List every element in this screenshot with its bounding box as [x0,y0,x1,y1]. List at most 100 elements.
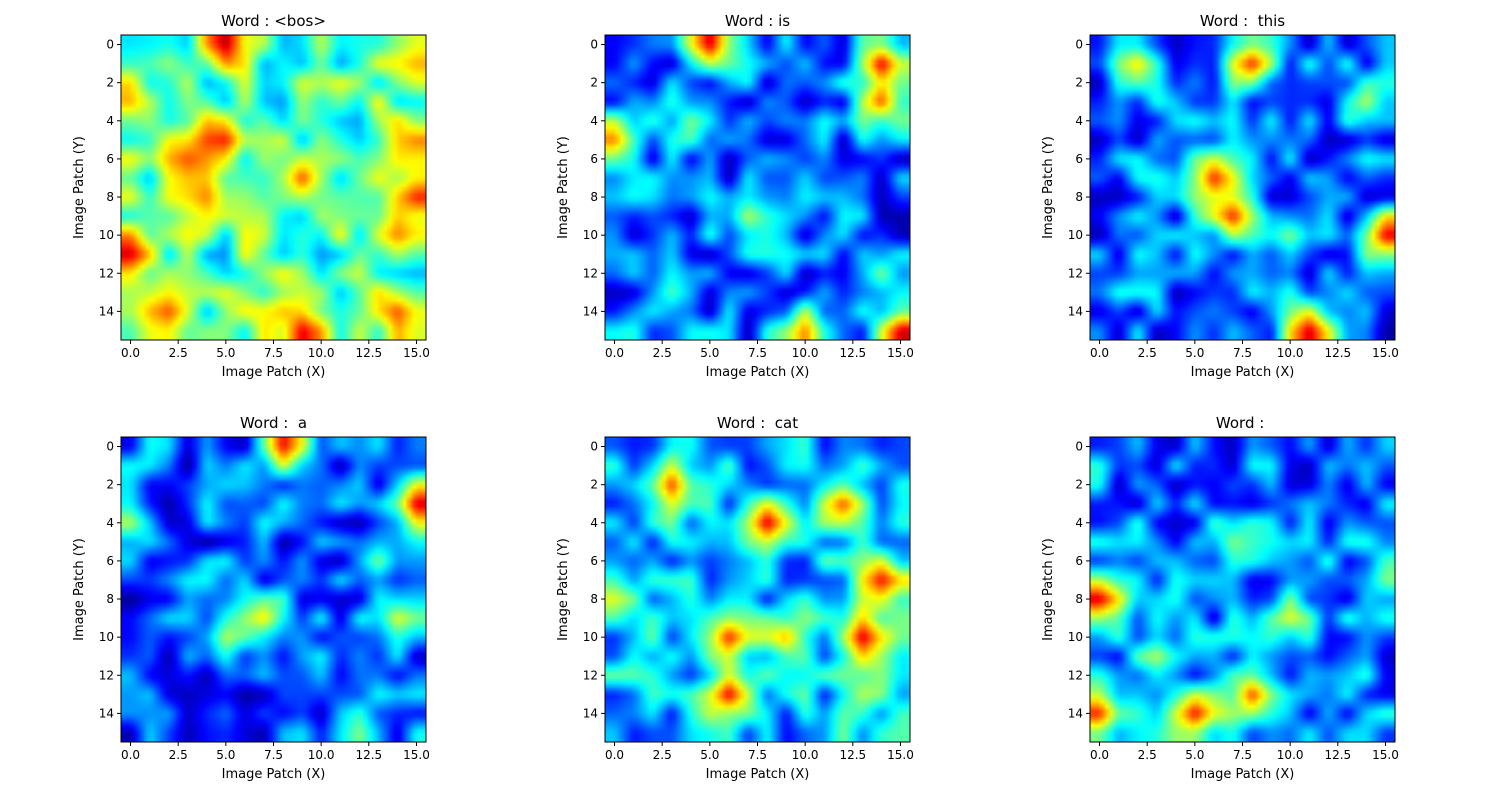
y-tick-label: 2 [106,76,114,90]
x-tick-label: 7.5 [264,346,283,360]
x-tick-label: 2.5 [169,346,188,360]
y-tick-label: 6 [1075,554,1083,568]
x-tick-label: 5.0 [1185,748,1204,762]
y-tick-label: 10 [99,228,114,242]
y-tick-label: 12 [1068,266,1083,280]
y-tick-label: 10 [583,228,598,242]
y-tick-label: 2 [590,478,598,492]
y-tick-label: 8 [590,592,598,606]
x-tick-label: 2.5 [653,748,672,762]
y-tick-label: 8 [1075,190,1083,204]
panel-title: Word : this [1200,12,1285,30]
x-tick-label: 10.0 [1277,346,1304,360]
y-tick-label: 6 [590,554,598,568]
x-tick-label: 5.0 [700,346,719,360]
y-tick-label: 14 [583,304,598,318]
x-tick-label: 12.5 [839,748,866,762]
y-tick-label: 12 [1068,668,1083,682]
y-tick-label: 0 [1075,440,1083,454]
panel-title: Word : cat [717,414,798,432]
x-tick-label: 7.5 [1233,346,1252,360]
x-tick-label: 10.0 [792,346,819,360]
x-tick-label: 2.5 [653,346,672,360]
y-tick-label: 8 [1075,592,1083,606]
y-tick-label: 14 [99,706,114,720]
x-axis-label: Image Patch (X) [1191,767,1295,782]
y-tick-label: 12 [99,266,114,280]
y-tick-label: 14 [99,304,114,318]
y-tick-label: 0 [106,38,114,52]
y-tick-label: 14 [583,706,598,720]
x-tick-label: 2.5 [169,748,188,762]
heatmap-panel: Word : <bos> 0.0 2.5 5.0 7.5 10.0 12.5 15.0 0 2 4 6… [72,12,430,380]
y-tick-label: 4 [1075,114,1083,128]
x-tick-label: 7.5 [748,346,767,360]
y-tick-label: 8 [590,190,598,204]
x-axis-label: Image Patch (X) [222,365,326,380]
heatmap-panel: Word : 0.0 2.5 5.0 7.5 10.0 12.5 15.0 0 2 4 6 8 10 12… [1041,414,1399,782]
y-tick-label: 10 [1068,228,1083,242]
x-tick-label: 10.0 [308,346,335,360]
y-tick-label: 12 [583,668,598,682]
y-tick-label: 6 [590,152,598,166]
x-tick-label: 2.5 [1138,748,1157,762]
y-tick-label: 2 [1075,478,1083,492]
y-tick-label: 2 [1075,76,1083,90]
x-axis-label: Image Patch (X) [706,365,810,380]
x-tick-label: 15.0 [887,748,914,762]
panel-title: Word : a [240,414,307,432]
heatmap-panel: Word : a 0.0 2.5 5.0 7.5 10.0 12.5 15.0 0 2 4 6 8 10 1… [72,414,430,782]
y-axis-label: Image Patch (Y) [1041,538,1056,641]
y-tick-label: 2 [106,478,114,492]
x-tick-label: 0.0 [121,748,140,762]
y-tick-label: 12 [583,266,598,280]
panel-title: Word : <bos> [221,12,326,30]
x-tick-label: 15.0 [1372,748,1399,762]
panel-title: Word : is [725,12,790,30]
y-tick-label: 6 [1075,152,1083,166]
x-tick-label: 10.0 [1277,748,1304,762]
x-tick-label: 7.5 [1233,748,1252,762]
y-tick-label: 10 [1068,630,1083,644]
x-tick-label: 5.0 [1185,346,1204,360]
y-axis-label: Image Patch (Y) [72,136,87,239]
x-axis-label: Image Patch (X) [706,767,810,782]
x-tick-label: 2.5 [1138,346,1157,360]
y-tick-label: 4 [590,516,598,530]
y-axis-label: Image Patch (Y) [556,538,571,641]
x-tick-label: 0.0 [1090,748,1109,762]
y-tick-label: 0 [1075,38,1083,52]
panel-title: Word : [1216,414,1269,432]
heatmap-image [605,35,910,340]
x-tick-label: 5.0 [216,748,235,762]
y-tick-label: 14 [1068,304,1083,318]
y-tick-label: 0 [106,440,114,454]
x-tick-label: 5.0 [216,346,235,360]
x-tick-label: 7.5 [748,748,767,762]
y-tick-label: 0 [590,38,598,52]
y-tick-label: 4 [106,114,114,128]
y-tick-label: 4 [590,114,598,128]
y-axis-label: Image Patch (Y) [72,538,87,641]
heatmap-image [1090,35,1395,340]
y-tick-label: 12 [99,668,114,682]
x-tick-label: 10.0 [792,748,819,762]
y-tick-label: 10 [99,630,114,644]
x-tick-label: 12.5 [839,346,866,360]
heatmap-panel: Word : this 0.0 2.5 5.0 7.5 10.0 12.5 15.0 0 2 4 6 8… [1041,12,1399,380]
y-tick-label: 10 [583,630,598,644]
x-tick-label: 0.0 [121,346,140,360]
y-tick-label: 8 [106,190,114,204]
y-axis-label: Image Patch (Y) [1041,136,1056,239]
y-tick-label: 4 [1075,516,1083,530]
x-axis-label: Image Patch (X) [1191,365,1295,380]
x-tick-label: 0.0 [1090,346,1109,360]
x-tick-label: 0.0 [605,748,624,762]
x-tick-label: 7.5 [264,748,283,762]
y-tick-label: 2 [590,76,598,90]
x-tick-label: 15.0 [403,748,430,762]
heatmap-panel: Word : is 0.0 2.5 5.0 7.5 10.0 12.5 15.0 0 2 4 6 8 10… [556,12,914,380]
x-tick-label: 12.5 [1324,748,1351,762]
y-tick-label: 6 [106,554,114,568]
